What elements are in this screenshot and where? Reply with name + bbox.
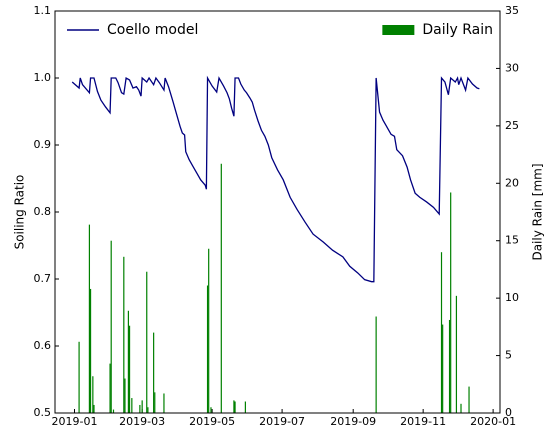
x-tick-label: 2020-01 bbox=[470, 415, 516, 428]
y2-tick-label: 20 bbox=[505, 176, 519, 189]
x-tick-label: 2019-01 bbox=[52, 415, 98, 428]
bar bbox=[131, 398, 133, 413]
x-tick-label: 2019-11 bbox=[400, 415, 446, 428]
bar bbox=[123, 256, 125, 413]
bar bbox=[163, 393, 165, 413]
bar bbox=[440, 252, 443, 413]
y2-tick-label: 10 bbox=[505, 291, 519, 304]
legend-swatch bbox=[382, 25, 415, 35]
bar bbox=[448, 319, 451, 413]
bar bbox=[244, 401, 246, 413]
y-tick-label: 0.9 bbox=[34, 138, 52, 151]
bar bbox=[89, 288, 92, 413]
y-tick-label: 0.8 bbox=[34, 205, 52, 218]
y2-tick-label: 25 bbox=[505, 119, 519, 132]
bar bbox=[153, 332, 155, 413]
bar bbox=[233, 400, 235, 413]
bar bbox=[124, 378, 126, 413]
bar bbox=[468, 386, 470, 413]
bar bbox=[220, 163, 222, 413]
bar bbox=[112, 409, 115, 413]
bar bbox=[110, 240, 112, 413]
bar bbox=[128, 325, 131, 413]
y-tick-label: 0.5 bbox=[34, 406, 52, 419]
y2-axis-title: Daily Rain [mm] bbox=[531, 163, 545, 260]
bar bbox=[455, 295, 458, 413]
bar bbox=[210, 407, 212, 413]
y2-tick-label: 5 bbox=[505, 349, 512, 362]
bar bbox=[234, 401, 236, 413]
bar bbox=[154, 392, 156, 413]
bar bbox=[141, 400, 143, 413]
bar bbox=[88, 224, 91, 413]
bar bbox=[450, 192, 452, 413]
bar bbox=[208, 248, 210, 413]
x-tick-label: 2019-09 bbox=[330, 415, 376, 428]
bar bbox=[78, 341, 80, 413]
plot-frame bbox=[54, 10, 501, 414]
bar bbox=[127, 310, 130, 413]
y2-tick-label: 35 bbox=[505, 4, 519, 17]
x-tick-label: 2019-05 bbox=[189, 415, 235, 428]
y-tick-label: 0.7 bbox=[34, 272, 52, 285]
bar bbox=[109, 363, 111, 413]
bar bbox=[460, 403, 462, 413]
bar bbox=[146, 271, 148, 413]
legend-label: Daily Rain bbox=[422, 22, 493, 38]
y-tick-label: 1.1 bbox=[34, 4, 52, 17]
y2-tick-label: 15 bbox=[505, 234, 519, 247]
line bbox=[71, 75, 480, 283]
y2-tick-label: 0 bbox=[505, 406, 512, 419]
bar bbox=[206, 285, 209, 413]
y-tick-label: 1.0 bbox=[34, 71, 52, 84]
legend-label: Coello model bbox=[107, 22, 198, 38]
x-tick-label: 2019-03 bbox=[119, 415, 165, 428]
y-tick-label: 0.6 bbox=[34, 339, 52, 352]
bar bbox=[139, 404, 141, 413]
bar bbox=[93, 404, 95, 413]
y-axis-title: Soiling Ratio bbox=[13, 175, 27, 250]
bar bbox=[442, 324, 444, 413]
y2-tick-label: 30 bbox=[505, 61, 519, 74]
bar bbox=[147, 407, 149, 413]
bar bbox=[375, 316, 377, 413]
x-tick-label: 2019-07 bbox=[259, 415, 305, 428]
bar bbox=[92, 376, 94, 413]
